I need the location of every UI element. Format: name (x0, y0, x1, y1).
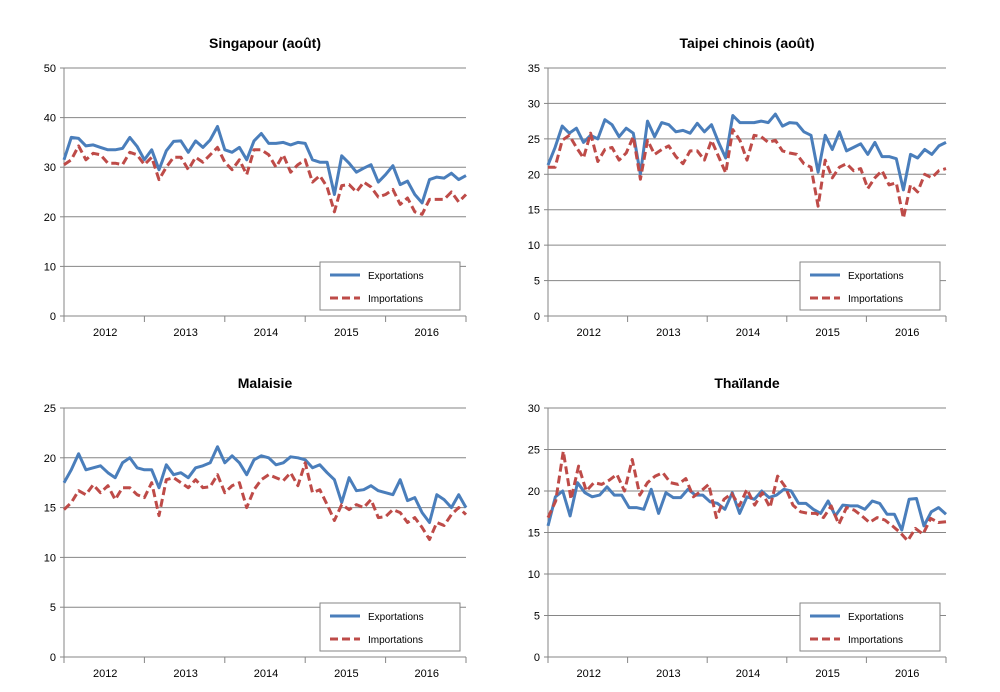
y-tick-label: 20 (528, 486, 540, 498)
y-tick-label: 0 (50, 311, 56, 323)
y-tick-label: 15 (44, 503, 56, 515)
imports-line (548, 128, 947, 220)
legend-label: Importations (368, 635, 423, 646)
x-tick-label: 2016 (415, 668, 439, 680)
y-tick-label: 5 (534, 611, 540, 623)
imports-line (62, 461, 468, 541)
legend-label: Exportations (368, 612, 424, 623)
y-tick-label: 25 (44, 403, 56, 415)
chart-title: Singapour (août) (209, 35, 321, 51)
exports-line (546, 112, 947, 192)
y-tick-label: 40 (44, 113, 56, 125)
x-tick-label: 2013 (656, 668, 680, 680)
x-tick-label: 2013 (173, 668, 197, 680)
x-tick-label: 2012 (93, 668, 117, 680)
chart-title: Taipei chinois (août) (679, 35, 814, 51)
y-tick-label: 35 (528, 63, 540, 75)
x-tick-label: 2015 (334, 327, 358, 339)
y-tick-label: 10 (528, 240, 540, 252)
chart-title: Thaïlande (714, 375, 780, 391)
legend-label: Exportations (848, 271, 904, 282)
y-tick-label: 50 (44, 63, 56, 75)
chart-panel-2: Taipei chinois (août) 0 5 10 15 20 25 30 35 2012 2… (528, 35, 947, 339)
exports-line (546, 481, 947, 532)
y-tick-label: 10 (44, 261, 56, 273)
y-tick-label: 30 (528, 98, 540, 110)
x-tick-label: 2016 (895, 327, 919, 339)
y-tick-label: 15 (528, 528, 540, 540)
chart-panel-3: Malaisie 0 5 10 15 20 25 2012 2013 2014 2015 2016 Ex… (44, 375, 468, 680)
x-tick-label: 2012 (93, 327, 117, 339)
y-tick-label: 25 (528, 445, 540, 457)
x-tick-label: 2015 (334, 668, 358, 680)
y-tick-label: 0 (534, 652, 540, 664)
y-tick-label: 0 (50, 652, 56, 664)
y-tick-label: 30 (44, 162, 56, 174)
x-tick-label: 2015 (815, 327, 839, 339)
x-tick-label: 2013 (173, 327, 197, 339)
x-tick-label: 2013 (656, 327, 680, 339)
chart-title: Malaisie (238, 375, 293, 391)
y-tick-label: 30 (528, 403, 540, 415)
y-tick-label: 10 (528, 569, 540, 581)
legend-box (319, 261, 461, 311)
legend-label: Exportations (848, 612, 904, 623)
y-tick-label: 20 (528, 169, 540, 181)
y-tick-label: 20 (44, 453, 56, 465)
legend-label: Exportations (368, 271, 424, 282)
y-tick-label: 5 (50, 602, 56, 614)
y-tick-label: 15 (528, 205, 540, 217)
x-tick-label: 2016 (895, 668, 919, 680)
x-tick-label: 2014 (254, 668, 278, 680)
legend: Exportations Importations (319, 602, 461, 652)
legend-box (799, 261, 941, 311)
x-tick-label: 2012 (577, 327, 601, 339)
x-tick-label: 2014 (736, 327, 760, 339)
x-tick-label: 2015 (815, 668, 839, 680)
exports-line (62, 125, 467, 205)
x-tick-label: 2016 (415, 327, 439, 339)
x-tick-label: 2012 (577, 668, 601, 680)
y-tick-label: 5 (534, 276, 540, 288)
legend-box (319, 602, 461, 652)
x-tick-label: 2014 (254, 327, 278, 339)
exports-line (62, 445, 468, 524)
x-tick-label: 2014 (736, 668, 760, 680)
legend-box (799, 602, 941, 652)
legend-label: Importations (848, 635, 903, 646)
legend: Exportations Importations (799, 261, 941, 311)
y-tick-label: 25 (528, 134, 540, 146)
y-tick-label: 20 (44, 212, 56, 224)
imports-line (63, 144, 468, 216)
legend-label: Importations (848, 294, 903, 305)
imports-line (546, 449, 947, 543)
y-tick-label: 0 (534, 311, 540, 323)
legend: Exportations Importations (319, 261, 461, 311)
legend: Exportations Importations (799, 602, 941, 652)
chart-panel-1: Singapour (août) 0 10 20 30 40 50 2012 2013 2014 2… (44, 35, 468, 339)
legend-label: Importations (368, 294, 423, 305)
y-tick-label: 10 (44, 552, 56, 564)
chart-panel-4: Thaïlande 0 5 10 15 20 25 30 2012 2013 2014 2015 201… (528, 375, 947, 680)
